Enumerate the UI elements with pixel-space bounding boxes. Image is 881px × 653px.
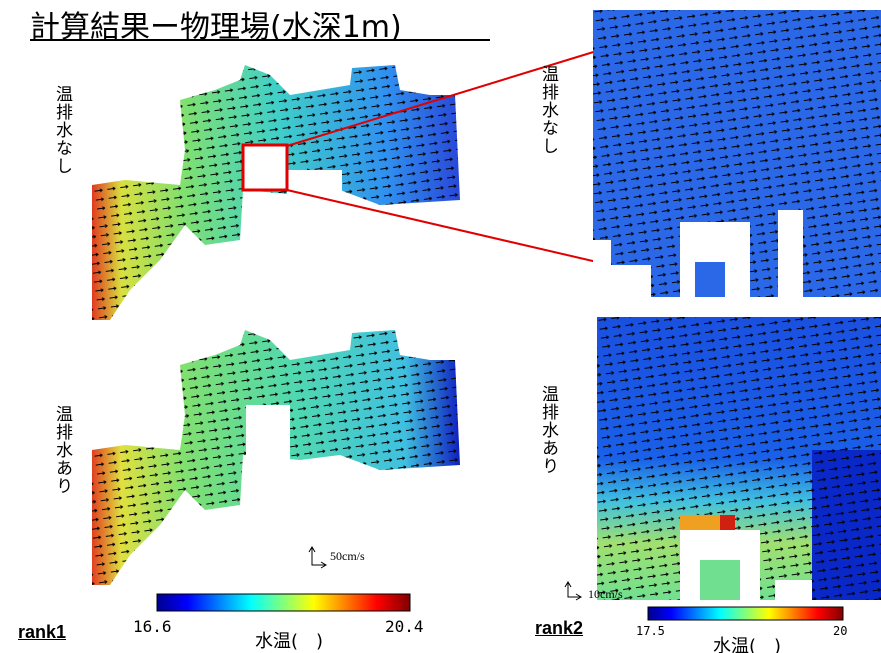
- colorbar: [157, 594, 410, 611]
- panel-label: 温排水あり: [50, 405, 75, 495]
- title: 計算結果ー物理場(水深1m): [30, 2, 402, 46]
- colorbar-max: 20.4: [385, 617, 424, 636]
- zoom-line: [287, 190, 610, 265]
- map-rank2-without: [593, 10, 881, 297]
- colorbar-min: 17.5: [636, 624, 665, 638]
- colorbar-title: 水温( ): [255, 627, 323, 653]
- panel-label: 温排水なし: [50, 85, 75, 175]
- rank-label: rank1: [18, 622, 66, 643]
- scale-label: 10cm/s: [588, 587, 623, 602]
- colorbar-max: 20: [833, 624, 847, 638]
- colorbar-title: 水温( ): [713, 632, 781, 653]
- panel-label: 温排水なし: [536, 65, 561, 155]
- map-rank1-with: [92, 330, 460, 585]
- colorbar-min: 16.6: [133, 617, 172, 636]
- map-rank2-with: [597, 317, 881, 600]
- figure: [0, 0, 881, 653]
- map-rank1-without: [92, 65, 460, 320]
- scale-label: 50cm/s: [330, 549, 365, 564]
- rank-label: rank2: [535, 618, 583, 639]
- scale-arrow: [309, 547, 326, 568]
- scale-arrow: [565, 582, 581, 600]
- colorbar: [648, 607, 843, 620]
- panel-label: 温排水あり: [536, 385, 561, 475]
- slide: 計算結果ー物理場(水深1m) 温排水なし 温排水あり 温排水なし 温排水あり 5…: [0, 0, 881, 653]
